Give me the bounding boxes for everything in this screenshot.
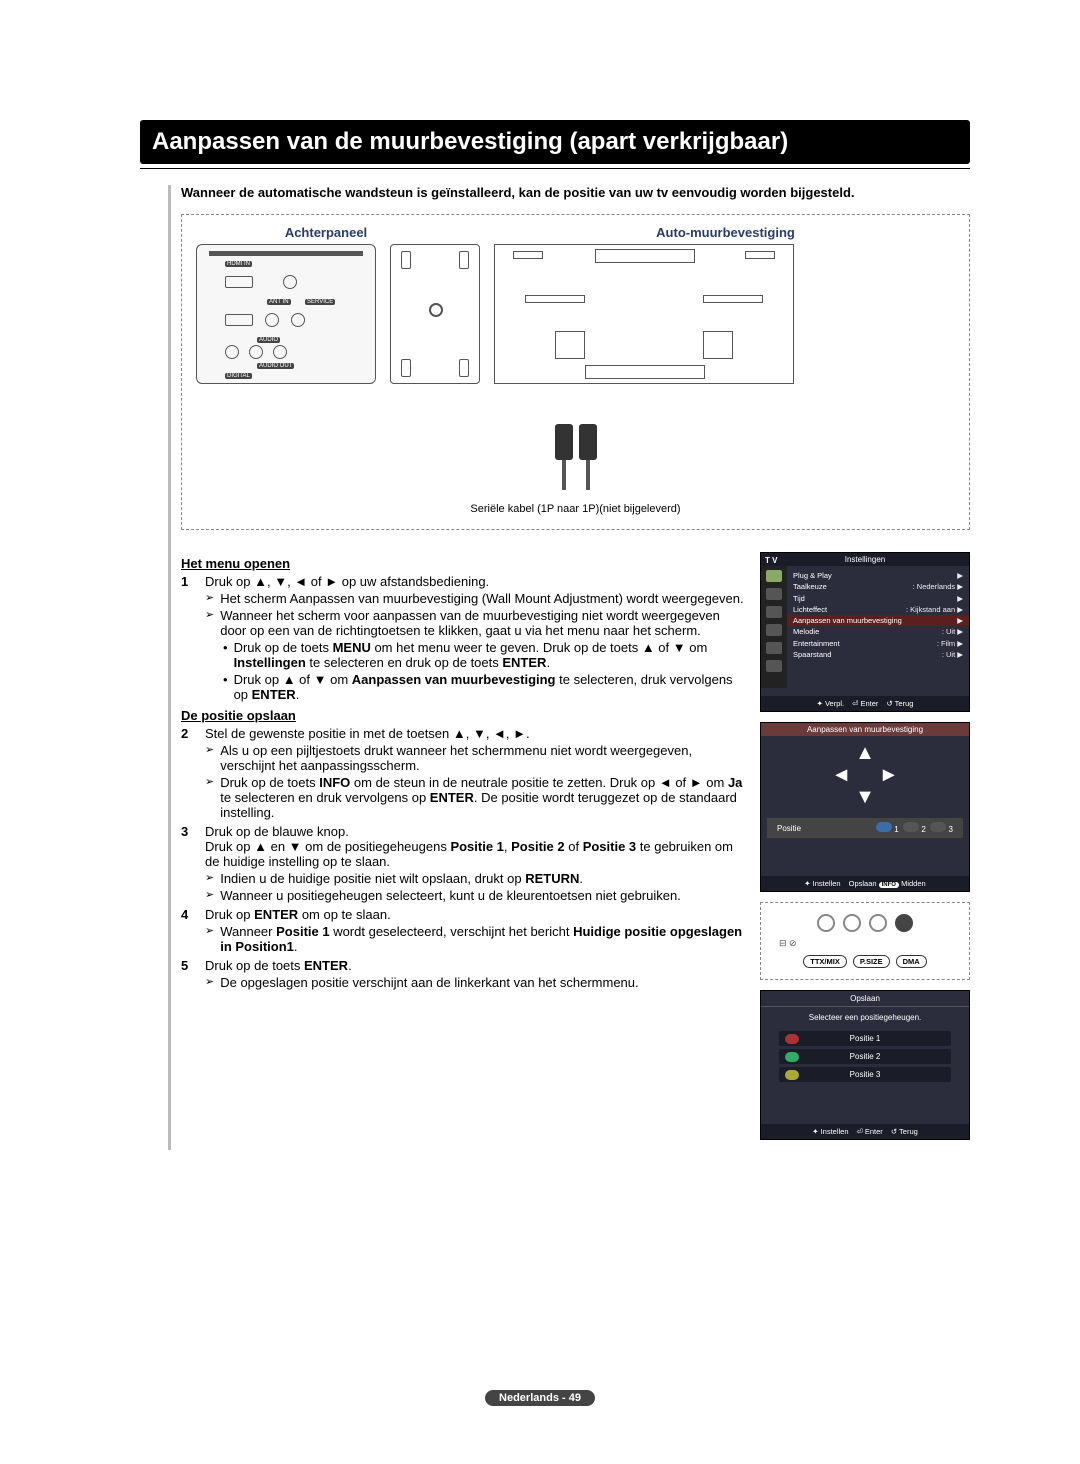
- cable-label: Seriële kabel (1P naar 1P)(niet bijgelev…: [196, 503, 955, 515]
- divider: [140, 168, 970, 169]
- step-2: 2 Stel de gewenste positie in met de toe…: [181, 726, 746, 822]
- step-3: 3 Druk op de blauwe knop. Druk op ▲ en ▼…: [181, 824, 746, 905]
- mount-label: Auto-muurbevestiging: [456, 225, 955, 240]
- adjust-screen-screenshot: Aanpassen van muurbevestiging ▲◄ ►▼ Posi…: [760, 722, 970, 892]
- hdmi-port-label: HDMI IN: [225, 261, 252, 267]
- aux-panel-diagram: [390, 244, 480, 384]
- page-title: Aanpassen van de muurbevestiging (apart …: [140, 120, 970, 164]
- intro-text: Wanneer de automatische wandsteun is geï…: [181, 185, 970, 200]
- rear-panel-label: Achterpaneel: [196, 225, 456, 240]
- settings-menu-screenshot: T V Instellingen Plug & Play ▶Taalkeuze:…: [760, 552, 970, 712]
- step-5: 5 Druk op de toets ENTER. De opgeslagen …: [181, 958, 746, 992]
- step-4: 4 Druk op ENTER om op te slaan. Wanneer …: [181, 907, 746, 956]
- page-footer: Nederlands - 49: [0, 1388, 1080, 1406]
- step-1: 1 Druk op ▲, ▼, ◄ of ► op uw afstandsbed…: [181, 574, 746, 704]
- diagram-box: Achterpaneel Auto-muurbevestiging HDMI I…: [181, 214, 970, 530]
- content: Wanneer de automatische wandsteun is geï…: [168, 185, 970, 1150]
- section-save-heading: De positie opslaan: [181, 708, 746, 723]
- instructions: Het menu openen 1 Druk op ▲, ▼, ◄ of ► o…: [181, 552, 746, 1150]
- page-number-badge: Nederlands - 49: [485, 1390, 595, 1406]
- remote-buttons-diagram: ⊟ ⊘ TTX/MIX P.SIZE DMA: [760, 902, 970, 980]
- audio-label: AUDIO: [257, 337, 280, 343]
- save-dialog-screenshot: Opslaan Selecteer een positiegeheugen. P…: [760, 990, 970, 1140]
- digital-label: DIGITAL: [225, 373, 252, 379]
- service-port-label: SERVICE: [305, 299, 335, 305]
- audioout-label: AUDIO OUT: [257, 363, 294, 369]
- rear-panel-diagram: HDMI IN ANT IN SERVICE AUDIO AUDIO OUT D…: [196, 244, 376, 384]
- ant-port-label: ANT IN: [267, 299, 291, 305]
- section-open-heading: Het menu openen: [181, 556, 746, 571]
- wall-mount-diagram: [494, 244, 794, 384]
- screenshots-column: T V Instellingen Plug & Play ▶Taalkeuze:…: [760, 552, 970, 1150]
- cable-diagram: Seriële kabel (1P naar 1P)(niet bijgelev…: [196, 424, 955, 515]
